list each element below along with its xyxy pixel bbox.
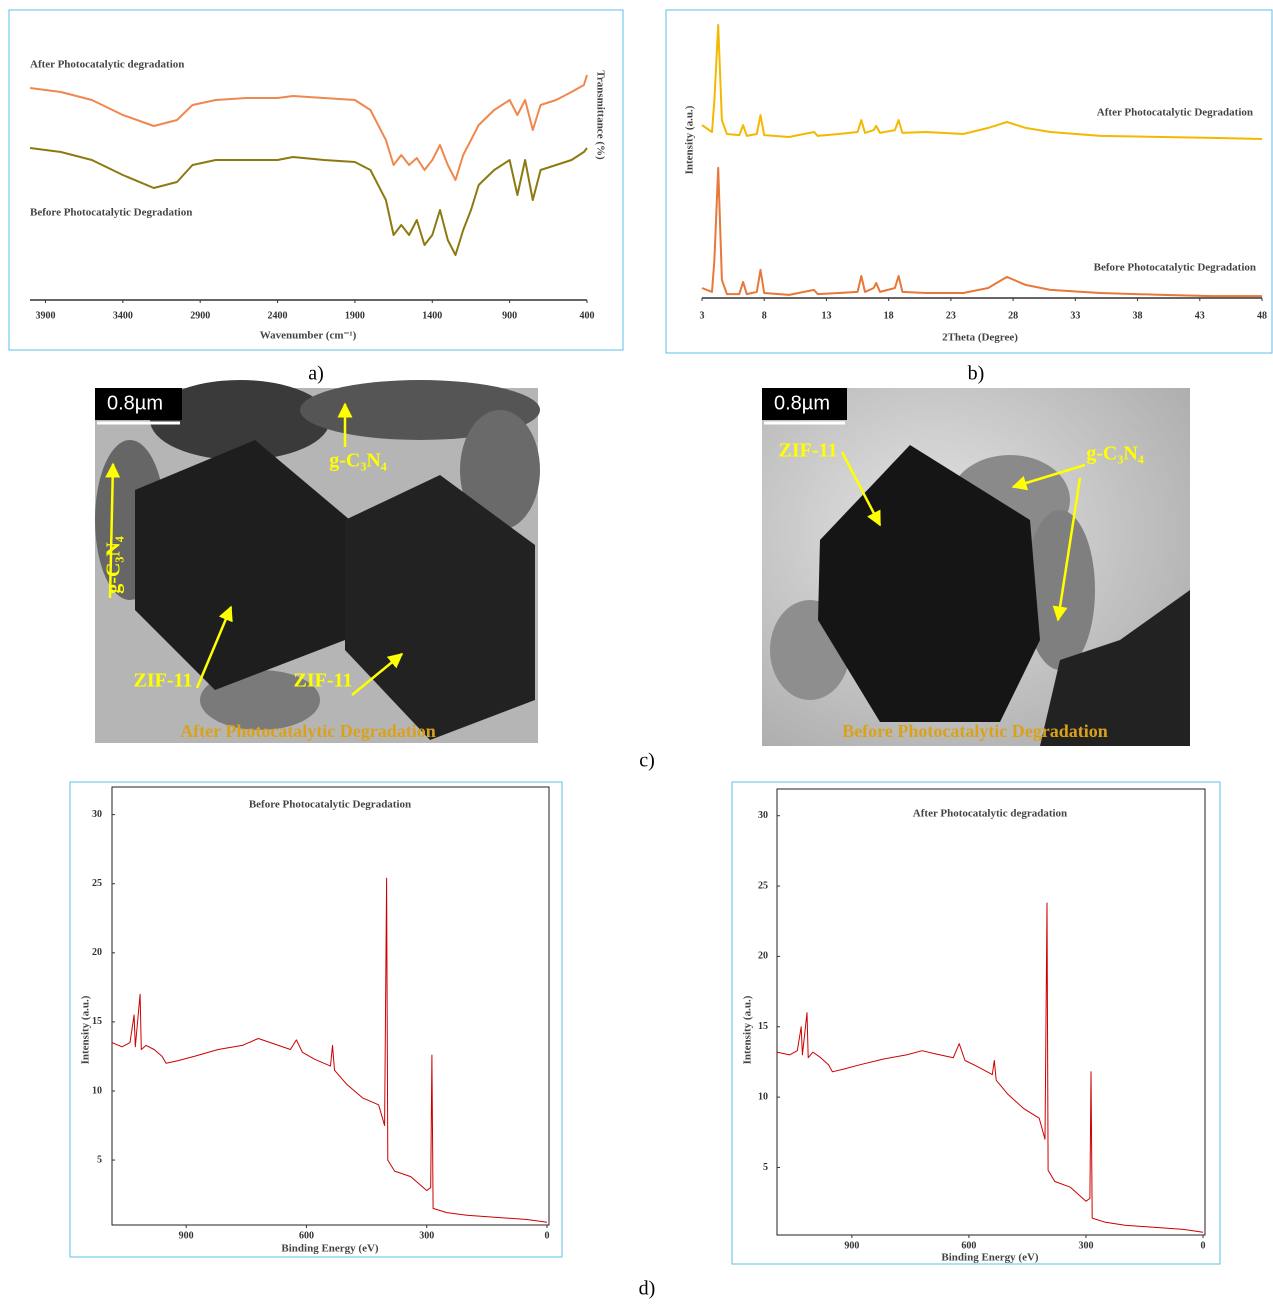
image-caption: After Photocatalytic Degradation bbox=[180, 721, 436, 741]
y-tick-label: 30 bbox=[92, 809, 102, 820]
x-tick-label: 33 bbox=[1070, 310, 1080, 321]
series-label: Before Photocatalytic Degradation bbox=[1094, 262, 1256, 274]
y-tick-label: 10 bbox=[92, 1085, 102, 1096]
y-axis-label: Intensity (a.u.) bbox=[80, 995, 92, 1064]
x-tick-label: 400 bbox=[580, 310, 595, 321]
x-axis-label: Wavenumber (cm⁻¹) bbox=[260, 330, 357, 342]
chart-title: Before Photocatalytic Degradation bbox=[249, 799, 411, 811]
x-tick-label: 3 bbox=[700, 310, 705, 321]
image-label: ZIF-11 bbox=[294, 670, 353, 692]
x-tick-label: 1400 bbox=[422, 310, 442, 321]
x-axis-label: Binding Energy (eV) bbox=[281, 1243, 379, 1255]
x-tick-label: 38 bbox=[1133, 310, 1143, 321]
series-line bbox=[29, 147, 588, 256]
image-label: ZIF-11 bbox=[779, 440, 838, 462]
y-tick-label: 15 bbox=[758, 1021, 768, 1032]
y-tick-label: 25 bbox=[92, 878, 102, 889]
x-tick-label: 48 bbox=[1257, 310, 1267, 321]
x-tick-label: 8 bbox=[762, 310, 767, 321]
series-label: Before Photocatalytic Degradation bbox=[30, 207, 192, 219]
x-axis-label: Binding Energy (eV) bbox=[941, 1252, 1039, 1264]
y-axis-label: Intensity (a.u.) bbox=[684, 105, 696, 174]
y-axis-label: Intensity (a.u.) bbox=[742, 995, 754, 1064]
panel-frame bbox=[8, 9, 624, 351]
tem-image: 0.8µm ZIF-11 g-C₃N₄ Before Photocatalyti… bbox=[762, 388, 1190, 746]
x-tick-label: 2900 bbox=[190, 310, 210, 321]
image-label: g-C₃N₄ bbox=[329, 450, 387, 472]
x-tick-label: 900 bbox=[502, 310, 517, 321]
y-tick-label: 25 bbox=[758, 880, 768, 891]
x-tick-label: 600 bbox=[299, 1230, 314, 1241]
x-tick-label: 2400 bbox=[268, 310, 288, 321]
panel-label: d) bbox=[639, 1278, 656, 1300]
series-label: After Photocatalytic Degradation bbox=[1097, 107, 1253, 119]
y-tick-label: 5 bbox=[763, 1162, 768, 1173]
x-tick-label: 900 bbox=[179, 1230, 194, 1241]
x-tick-label: 0 bbox=[1201, 1240, 1206, 1251]
x-axis-label: 2Theta (Degree) bbox=[942, 332, 1018, 344]
y-tick-label: 20 bbox=[92, 947, 102, 958]
tem-image: 0.8µm g-C₃N₄ g-C₃N₄ ZIF-11 ZIF-11 After … bbox=[95, 380, 540, 743]
panel-label: a) bbox=[308, 363, 324, 385]
x-tick-label: 18 bbox=[884, 310, 894, 321]
image-caption: Before Photocatalytic Degradation bbox=[842, 721, 1108, 741]
panel-label: c) bbox=[639, 750, 655, 772]
scale-bar: 0.8µm bbox=[107, 392, 163, 414]
plot-frame bbox=[776, 788, 1206, 1236]
y-tick-label: 10 bbox=[758, 1091, 768, 1102]
y-tick-label: 20 bbox=[758, 951, 768, 962]
x-tick-label: 13 bbox=[821, 310, 831, 321]
image-label: g-C₃N₄ bbox=[103, 536, 125, 594]
x-tick-label: 23 bbox=[946, 310, 956, 321]
y-tick-label: 30 bbox=[758, 810, 768, 821]
x-tick-label: 0 bbox=[545, 1230, 550, 1241]
scale-bar: 0.8µm bbox=[774, 392, 830, 414]
x-tick-label: 1900 bbox=[345, 310, 365, 321]
x-tick-label: 28 bbox=[1008, 310, 1018, 321]
series-line bbox=[776, 902, 1204, 1233]
series-line bbox=[111, 877, 548, 1223]
series-label: After Photocatalytic degradation bbox=[30, 59, 184, 71]
panel-frame bbox=[731, 781, 1221, 1265]
panel-label: b) bbox=[968, 363, 985, 385]
panel-frame bbox=[665, 9, 1273, 354]
y-tick-label: 15 bbox=[92, 1016, 102, 1027]
series-line bbox=[701, 24, 1263, 140]
x-tick-label: 300 bbox=[1078, 1240, 1093, 1251]
y-axis-label: Transmittance (%) bbox=[594, 70, 606, 160]
chart-title: After Photocatalytic degradation bbox=[913, 808, 1067, 820]
plot-frame bbox=[111, 786, 550, 1226]
x-tick-label: 600 bbox=[961, 1240, 976, 1251]
x-tick-label: 900 bbox=[844, 1240, 859, 1251]
x-tick-label: 3400 bbox=[113, 310, 133, 321]
x-tick-label: 3900 bbox=[35, 310, 55, 321]
image-label: ZIF-11 bbox=[134, 670, 193, 692]
y-tick-label: 5 bbox=[97, 1154, 102, 1165]
series-line bbox=[29, 74, 588, 181]
panel-frame bbox=[69, 781, 563, 1258]
image-label: g-C₃N₄ bbox=[1086, 443, 1144, 465]
x-tick-label: 43 bbox=[1195, 310, 1205, 321]
series-line bbox=[701, 166, 1262, 298]
x-tick-label: 300 bbox=[419, 1230, 434, 1241]
